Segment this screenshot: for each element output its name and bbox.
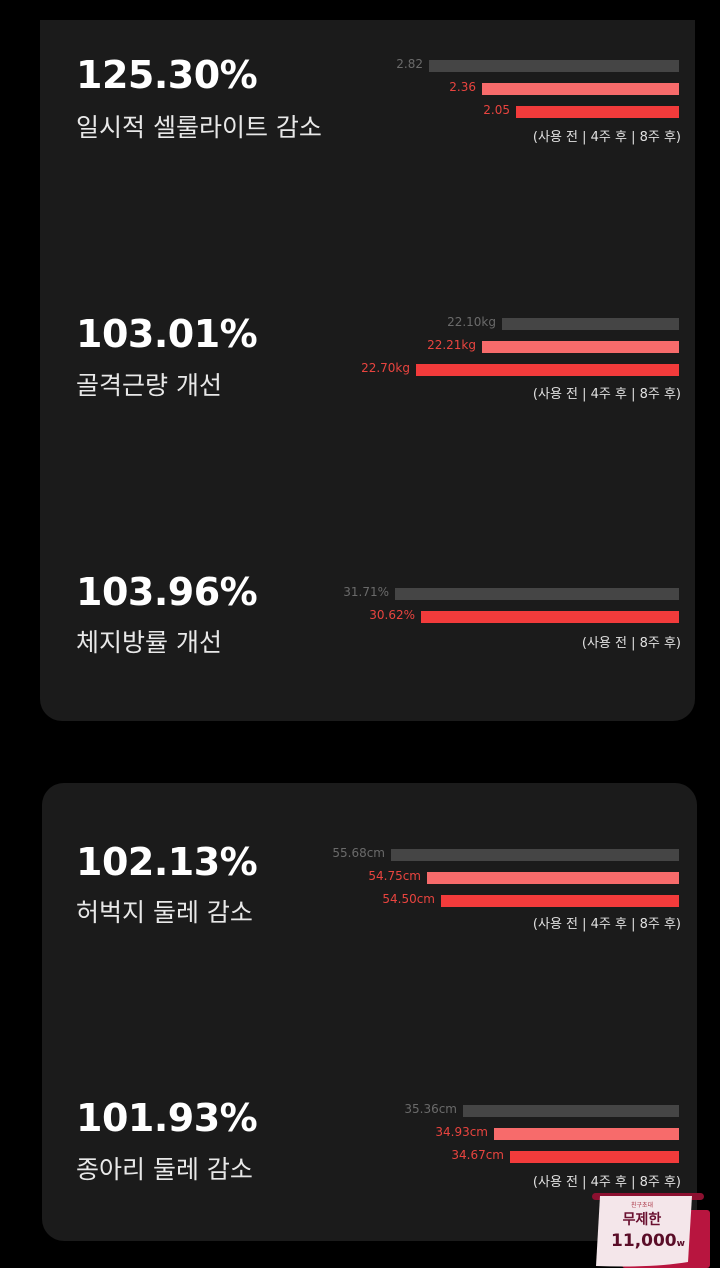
bar-week4: [427, 872, 679, 884]
bar-week4: [494, 1128, 679, 1140]
stat-percent: 102.13%: [76, 840, 258, 884]
bar-before: [395, 588, 679, 600]
stat-title: 허벅지 둘레 감소: [76, 898, 253, 927]
chart-legend: (사용 전 | 4주 후 | 8주 후): [532, 130, 681, 145]
bar-before: [502, 318, 679, 330]
stat-percent: 103.96%: [76, 570, 258, 614]
bar-label: 54.50cm: [382, 892, 435, 906]
bar-label: 22.21kg: [427, 338, 476, 352]
bar-before: [429, 60, 679, 72]
bar-label: 34.67cm: [451, 1148, 504, 1162]
chart-legend: (사용 전 | 8주 후): [581, 636, 681, 651]
bar-before: [391, 849, 679, 861]
promo-title: 무제한: [622, 1212, 662, 1228]
bar-label: 2.05: [483, 103, 510, 117]
bar-week8: [416, 364, 679, 376]
stat-percent: 103.01%: [76, 312, 258, 356]
bar-label: 30.62%: [369, 608, 415, 622]
promo-tag: 친구초대: [630, 1202, 654, 1209]
bar-label: 22.10kg: [447, 315, 496, 329]
bar-before: [463, 1105, 679, 1117]
bar-label: 55.68cm: [332, 846, 385, 860]
bar-label: 31.71%: [343, 585, 389, 599]
bar-week4: [482, 83, 679, 95]
bar-label: 22.70kg: [361, 361, 410, 375]
bar-label: 54.75cm: [368, 869, 421, 883]
chart-legend: (사용 전 | 4주 후 | 8주 후): [532, 917, 681, 932]
bar-label: 2.82: [396, 57, 423, 71]
bar-week8: [510, 1151, 679, 1163]
stat-title: 일시적 셀룰라이트 감소: [76, 113, 322, 142]
promo-badge[interactable]: 친구초대 무제한 11,000w: [592, 1192, 710, 1268]
stat-title: 체지방률 개선: [76, 628, 222, 657]
ribbon-icon: [592, 1193, 710, 1268]
bar-week8: [516, 106, 679, 118]
chart-legend: (사용 전 | 4주 후 | 8주 후): [532, 387, 681, 402]
bar-label: 35.36cm: [404, 1102, 457, 1116]
stat-percent: 125.30%: [76, 53, 258, 97]
promo-price: 11,000: [611, 1231, 677, 1251]
stat-percent: 101.93%: [76, 1096, 258, 1140]
bar-week4: [482, 341, 679, 353]
promo-unit: w: [676, 1239, 685, 1249]
bar-label: 34.93cm: [435, 1125, 488, 1139]
chart-legend: (사용 전 | 4주 후 | 8주 후): [532, 1175, 681, 1190]
stat-title: 골격근량 개선: [76, 371, 222, 400]
stat-title: 종아리 둘레 감소: [76, 1155, 253, 1184]
bar-label: 2.36: [449, 80, 476, 94]
bar-week8: [421, 611, 679, 623]
bar-week8: [441, 895, 679, 907]
